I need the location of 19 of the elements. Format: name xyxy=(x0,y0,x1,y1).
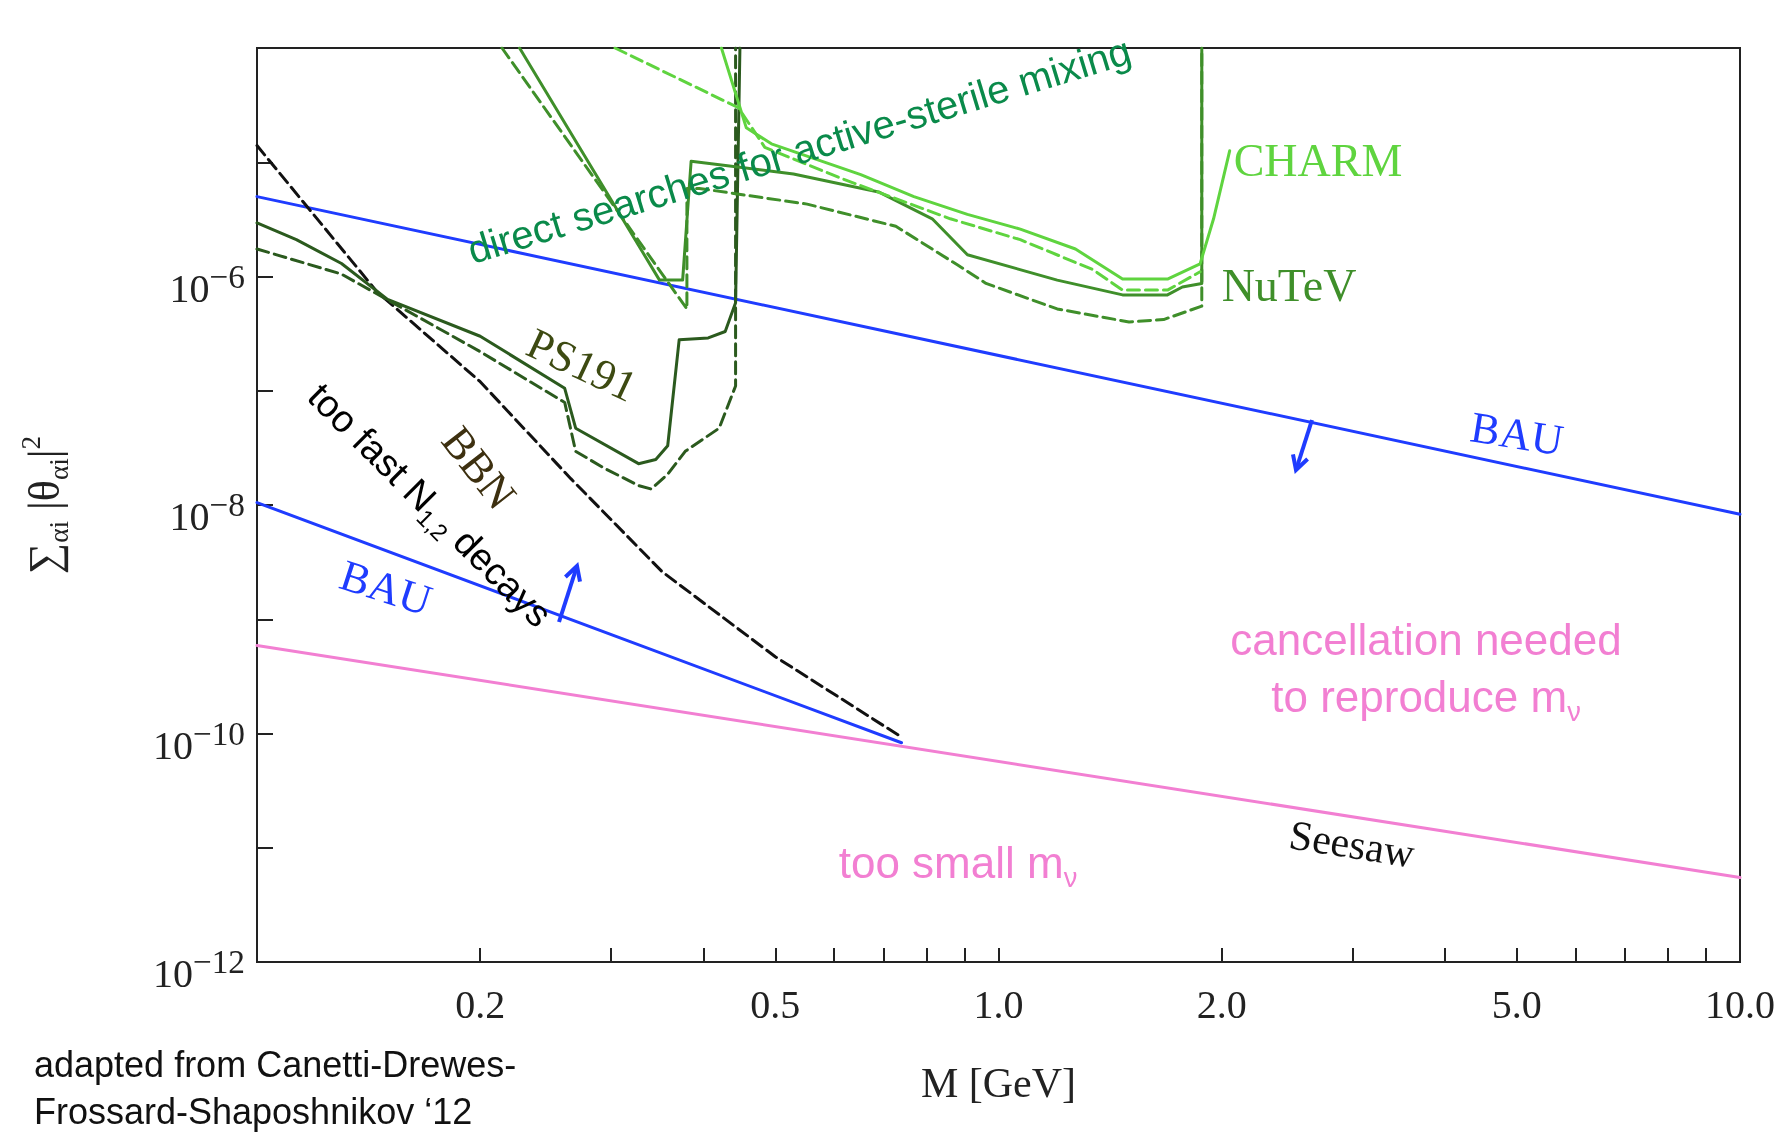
x-tick-label: 0.2 xyxy=(455,981,506,1027)
annotation: NuTeV xyxy=(1221,259,1357,311)
y-axis-title: ∑αi |θαi|2 xyxy=(15,435,74,575)
y-tick-label: 10$^{−12}$ xyxy=(152,942,245,999)
annotation: PS191 xyxy=(519,318,645,412)
y-tick-label: 10$^{−10}$ xyxy=(152,713,245,770)
annotation: BAU xyxy=(1467,402,1567,466)
x-axis-title: M [GeV] xyxy=(920,1060,1077,1106)
x-tick-label: 0.5 xyxy=(750,981,801,1027)
x-tick-label: 2.0 xyxy=(1196,981,1247,1027)
text: adapted from Canetti-Drewes- Frossard-Shaposhnikov ‘12 xyxy=(34,1044,517,1132)
x-tick-label: 1.0 xyxy=(973,981,1024,1027)
y-tick-label: 10$^{−6}$ xyxy=(169,256,245,313)
x-tick-label: 10.0 xyxy=(1705,981,1775,1027)
x-tick-label: 5.0 xyxy=(1491,981,1542,1027)
y-tick-label: 10$^{−8}$ xyxy=(169,485,245,542)
annotation: Seesaw xyxy=(1286,811,1419,877)
annotation: BAU xyxy=(334,550,438,626)
annotation: CHARM xyxy=(1233,134,1403,186)
